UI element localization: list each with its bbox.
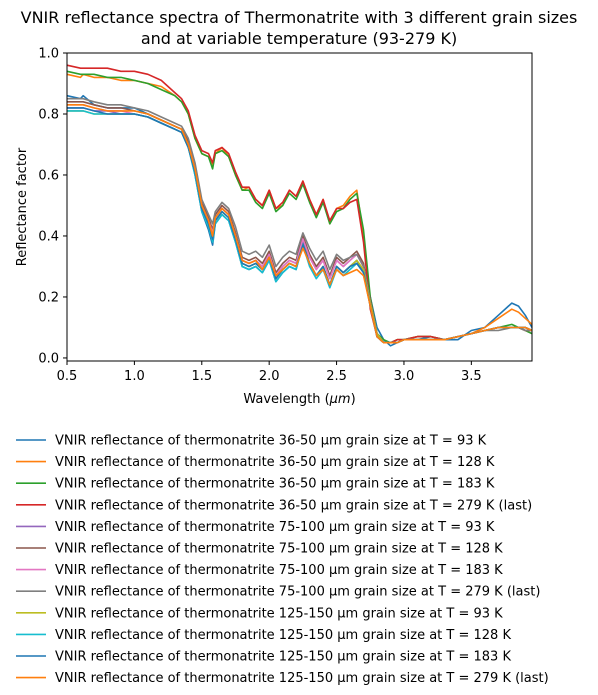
legend-label: VNIR reflectance of thermonatrite 125-15…	[55, 650, 511, 665]
x-tick-label: 1.5	[191, 369, 212, 384]
series-line-7	[67, 104, 533, 344]
legend-label: VNIR reflectance of thermonatrite 75-100…	[55, 542, 503, 557]
plot-area	[66, 52, 533, 362]
y-axis: 0.0 0.2 0.4 0.6 0.8 1.0	[38, 47, 67, 366]
y-tick-label: 0.2	[38, 290, 59, 305]
chart-title-line-1: VNIR reflectance spectra of Thermonatrit…	[21, 8, 578, 27]
legend-label: VNIR reflectance of thermonatrite 36-50 …	[55, 434, 487, 449]
y-tick-label: 0.0	[38, 351, 59, 366]
x-tick-label: 2.0	[259, 369, 280, 384]
legend-label: VNIR reflectance of thermonatrite 36-50 …	[55, 477, 495, 492]
legend-label: VNIR reflectance of thermonatrite 75-100…	[55, 563, 503, 578]
x-axis: 0.5 1.0 1.5 2.0 2.5 3.0 3.5	[57, 361, 482, 384]
y-tick-label: 0.4	[38, 229, 59, 244]
x-tick-label: 3.0	[394, 369, 415, 384]
legend-label: VNIR reflectance of thermonatrite 36-50 …	[55, 498, 532, 513]
chart-title-line-2: and at variable temperature (93-279 K)	[141, 29, 457, 48]
plot-frame	[66, 52, 533, 362]
legend-label: VNIR reflectance of thermonatrite 125-15…	[55, 606, 503, 621]
x-tick-label: 0.5	[57, 369, 78, 384]
series-line-10	[67, 110, 533, 344]
series-line-4	[66, 64, 532, 344]
series-line-6	[67, 101, 533, 344]
legend-label: VNIR reflectance of thermonatrite 75-100…	[55, 520, 495, 535]
x-axis-label: Wavelength (μm)	[243, 392, 355, 407]
series-line-11	[67, 107, 533, 344]
y-tick-label: 0.6	[38, 168, 59, 183]
x-tick-label: 3.5	[461, 369, 482, 384]
y-tick-label: 1.0	[38, 47, 59, 62]
series-layer	[66, 64, 533, 347]
legend-label: VNIR reflectance of thermonatrite 125-15…	[55, 671, 549, 686]
x-tick-label: 2.5	[326, 369, 347, 384]
legend: VNIR reflectance of thermonatrite 36-50 …	[16, 434, 549, 686]
y-axis-label: Reflectance factor	[15, 147, 30, 266]
legend-label: VNIR reflectance of thermonatrite 125-15…	[55, 628, 511, 643]
series-line-5	[67, 107, 533, 344]
series-line-9	[67, 110, 533, 344]
legend-label: VNIR reflectance of thermonatrite 75-100…	[55, 585, 540, 600]
legend-label: VNIR reflectance of thermonatrite 36-50 …	[55, 455, 495, 470]
series-line-1	[66, 94, 533, 347]
y-tick-label: 0.8	[38, 107, 59, 122]
x-tick-label: 1.0	[124, 369, 145, 384]
series-line-12	[67, 104, 533, 344]
series-line-8	[67, 97, 532, 344]
